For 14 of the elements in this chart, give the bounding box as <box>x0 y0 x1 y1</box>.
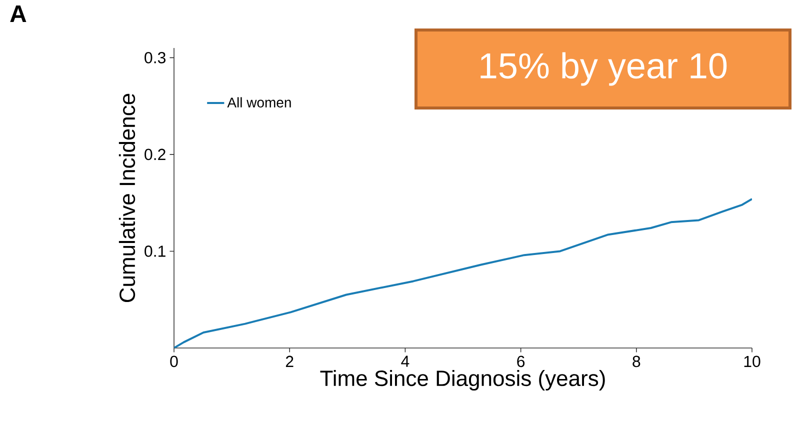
chart-title: A <box>10 6 26 22</box>
y-tick-label: 0.1 <box>144 246 166 257</box>
y-tick-label: 0.2 <box>144 148 166 160</box>
legend-label: All women <box>227 97 291 108</box>
y-tick-label: 0.3 <box>144 52 166 64</box>
x-tick-label: 0 <box>170 356 178 368</box>
x-axis-title: Time Since Diagnosis (years) <box>320 370 605 390</box>
x-tick-label: 10 <box>744 356 760 368</box>
x-tick-label: 2 <box>286 356 294 367</box>
y-axis-title: Cumulative Incidence <box>118 94 136 302</box>
x-tick-label: 8 <box>632 356 640 368</box>
annotation: 15% by year 10 <box>480 52 727 86</box>
x-tick-label: 6 <box>517 356 525 368</box>
x-tick-label: 4 <box>401 356 410 367</box>
